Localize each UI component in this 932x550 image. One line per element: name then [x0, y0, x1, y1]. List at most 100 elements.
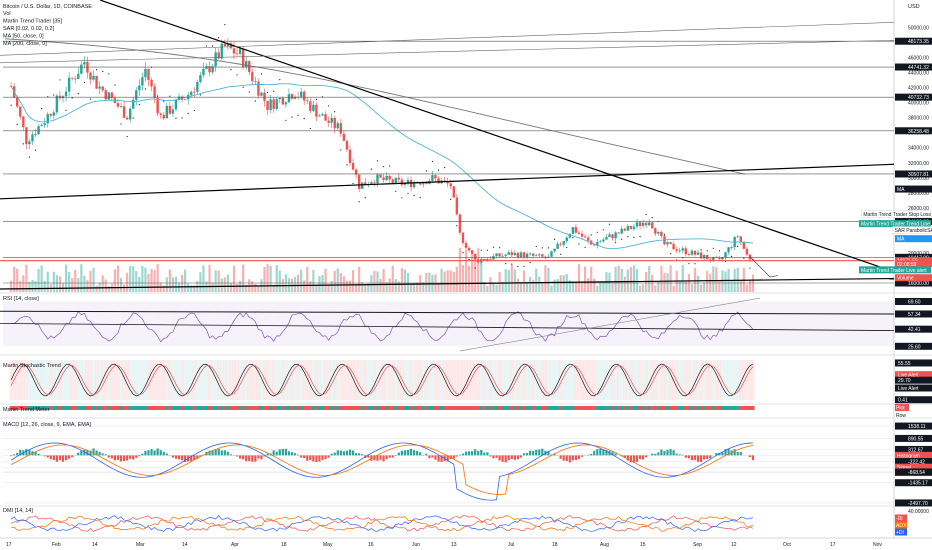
- macd-histogram-bar: [699, 455, 703, 462]
- volume-bar: [657, 281, 660, 292]
- macd-histogram-bar: [605, 450, 608, 456]
- sar-dot: [413, 195, 415, 197]
- stoch-tag-text: 29.70: [898, 378, 911, 384]
- volume-bar: [300, 269, 303, 292]
- volume-bar: [590, 266, 593, 292]
- macd-histogram-bar: [675, 453, 678, 456]
- trend-meter-cell: [714, 406, 718, 410]
- stoch-bg-cell: [171, 360, 175, 400]
- volume-bar: [324, 268, 327, 292]
- trend-meter-cell: [665, 406, 670, 410]
- stoch-bg-cell: [726, 360, 731, 400]
- macd-histogram-bar: [660, 449, 663, 456]
- legend-mtt[interactable]: Martin Trend Trader [35]: [3, 19, 62, 25]
- volume-bar: [40, 265, 43, 292]
- macd-histogram-bar: [373, 455, 376, 461]
- macd-pane-title[interactable]: MACD [12, 26, close, 9, EMA, EMA]: [3, 422, 92, 428]
- stoch-tag-text: Live Alert: [898, 373, 919, 379]
- candle-body: [208, 66, 211, 73]
- candle-body: [391, 179, 394, 183]
- volume-bar: [342, 276, 345, 292]
- trend-meter-cell: [204, 406, 209, 410]
- stoch-bg-cell: [345, 360, 349, 400]
- time-axis-label: Feb: [52, 542, 61, 548]
- macd-histogram-bar: [266, 453, 269, 456]
- stoch-pane-title[interactable]: Martin Stochastic Trend: [3, 363, 61, 369]
- macd-histogram-bar: [409, 448, 413, 456]
- legend-sar[interactable]: SAR [0.02, 0.02, 0.2]: [3, 26, 55, 32]
- volume-bar: [620, 268, 623, 292]
- volume-bar: [403, 269, 407, 292]
- stoch-bg-cell: [424, 360, 428, 400]
- stoch-bg-cell: [122, 360, 126, 400]
- sar-dot: [157, 95, 159, 97]
- volume-bar: [391, 265, 394, 292]
- rsi-tag-text: 57.34: [908, 312, 921, 318]
- stoch-bg-cell: [189, 360, 193, 400]
- stoch-bg-cell: [610, 360, 615, 400]
- volume-bar: [174, 276, 178, 292]
- macd-histogram-bar: [318, 455, 321, 462]
- candle-body: [599, 241, 602, 243]
- macd-histogram-bar: [602, 449, 605, 456]
- candle-body: [651, 222, 654, 229]
- legend-vol[interactable]: Vol: [3, 11, 11, 17]
- macd-histogram-bar: [672, 450, 675, 456]
- volume-bar: [364, 285, 367, 292]
- candle-body: [351, 162, 355, 170]
- volume-bar: [467, 265, 471, 292]
- trend-meter-cell: [577, 406, 581, 410]
- volume-bar: [413, 282, 416, 292]
- macd-histogram-bar: [541, 448, 544, 456]
- macd-tag: [895, 422, 932, 430]
- volume-bar: [272, 284, 275, 292]
- macd-histogram-bar: [461, 453, 465, 456]
- volume-bar: [132, 266, 135, 292]
- dmi-pane-title[interactable]: DMI [14, 14]: [3, 508, 33, 514]
- candle-body: [647, 222, 651, 226]
- candle-body: [223, 43, 227, 47]
- volume-bar: [303, 280, 306, 292]
- mtm-pane-title[interactable]: Martin Trend Meter: [3, 407, 50, 413]
- trend-meter-cell: [85, 406, 90, 410]
- stoch-bg-cell: [372, 360, 377, 400]
- trend-meter-cell: [137, 406, 141, 410]
- legend-ma200[interactable]: MA [200, close, 0]: [3, 41, 47, 47]
- stoch-bg-cell: [678, 360, 682, 400]
- stoch-bg-cell: [317, 360, 322, 400]
- stoch-bg-cell: [638, 360, 642, 400]
- candle-body: [263, 92, 266, 101]
- legend-ma50[interactable]: MA [50, close, 0]: [3, 34, 44, 40]
- sar-dot: [83, 81, 85, 84]
- sar-dot: [382, 166, 385, 168]
- macd-histogram-bar: [64, 455, 68, 461]
- trend-meter-cell: [583, 406, 587, 410]
- candle-body: [553, 248, 556, 252]
- volume-bar: [113, 269, 117, 292]
- rsi-pane-title[interactable]: RSI [14, close]: [3, 296, 39, 302]
- trend-meter-cell: [262, 406, 267, 410]
- sar-dot: [102, 70, 104, 73]
- candle-body: [452, 186, 455, 198]
- trend-meter-cell: [736, 406, 740, 410]
- candle-body: [315, 104, 318, 117]
- stoch-bg-cell: [253, 360, 257, 400]
- sar-dot: [633, 236, 635, 238]
- stoch-bg-cell: [647, 360, 651, 400]
- volume-bar: [455, 266, 458, 292]
- sar-dot: [517, 265, 519, 267]
- price-tag-bg: [861, 210, 932, 218]
- stoch-bg-cell: [470, 360, 474, 400]
- price-tick-label: 42000.00: [908, 86, 929, 92]
- candle-body: [596, 241, 599, 246]
- volume-bar: [587, 278, 590, 292]
- volume-bar: [199, 272, 202, 292]
- stoch-bg-cell: [662, 360, 667, 400]
- candle-body: [25, 127, 28, 145]
- currency-label: USD: [908, 4, 920, 10]
- candle-body: [49, 114, 52, 116]
- macd-histogram-bar: [529, 450, 532, 456]
- trend-meter-cell: [363, 406, 367, 410]
- trend-meter-cell: [293, 406, 297, 410]
